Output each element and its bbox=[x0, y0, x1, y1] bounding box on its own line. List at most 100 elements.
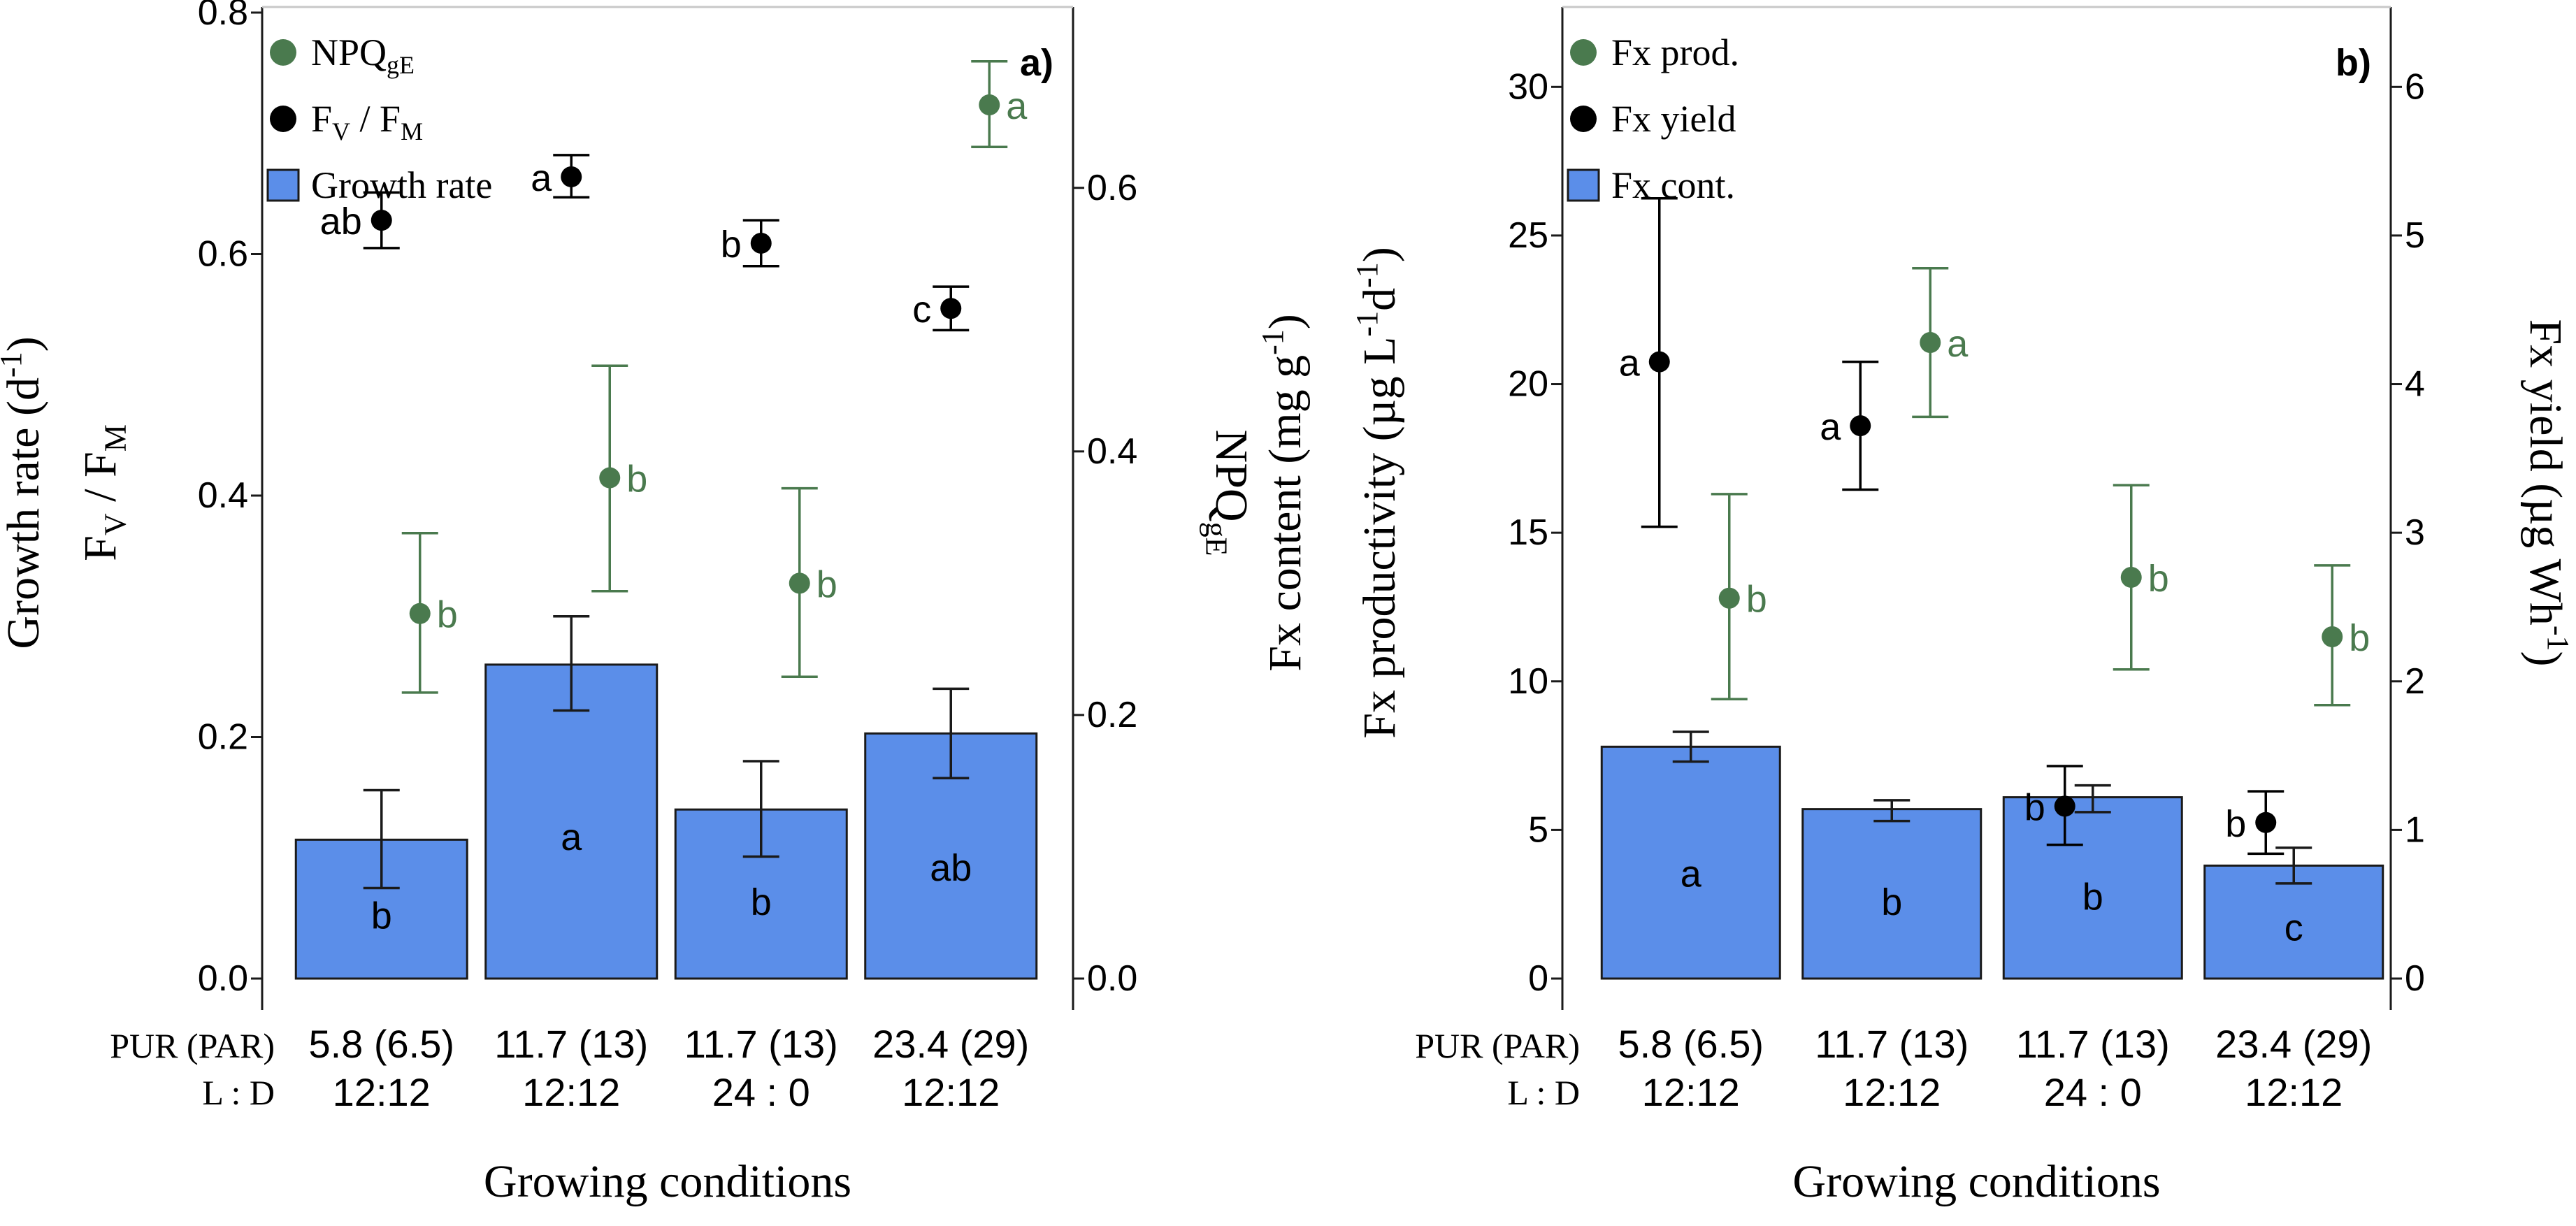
bar bbox=[1801, 808, 1983, 980]
black-point-letter: a bbox=[1820, 406, 1841, 448]
bar bbox=[1600, 745, 1781, 980]
category-label-pur: 5.8 (6.5) bbox=[308, 1022, 454, 1066]
green-point-letter: a bbox=[1006, 85, 1028, 127]
y-axis-label-left-1-part-1: -1 bbox=[0, 352, 28, 377]
y-axis-label-right-group: NPQgE bbox=[1199, 430, 1257, 556]
black-point-letter: a bbox=[1619, 342, 1641, 384]
category-label-pur: 11.7 (13) bbox=[1815, 1022, 1969, 1066]
black-point-letter: b bbox=[2225, 803, 2246, 845]
black-point bbox=[561, 166, 582, 187]
black-point bbox=[1648, 351, 1670, 373]
left-tick-label: 0.0 bbox=[198, 958, 248, 999]
y-axis-label-left-2-part-1: V bbox=[99, 513, 133, 535]
y-axis-label-left-1-part-2: ) bbox=[1260, 314, 1311, 329]
y-axis-label-right-part-2: ) bbox=[2520, 651, 2571, 666]
panel-a: 0.00.20.40.60.80.00.20.40.6bababababcbbb… bbox=[0, 0, 1257, 1207]
left-tick-label: 0.2 bbox=[198, 717, 248, 758]
green-point bbox=[409, 603, 431, 624]
legend-label-part-0: Fx prod. bbox=[1611, 31, 1739, 73]
bar-letter: c bbox=[2284, 907, 2303, 949]
legend-bar-key bbox=[1567, 168, 1600, 202]
right-tick-label: 0.4 bbox=[1087, 431, 1137, 472]
right-tick-label: 0 bbox=[2405, 958, 2425, 999]
left-tick-label: 15 bbox=[1508, 512, 1548, 553]
legend-label: FV / FM bbox=[311, 98, 423, 145]
row-label-ld: L : D bbox=[202, 1073, 275, 1112]
row-label-pur: PUR (PAR) bbox=[110, 1026, 275, 1065]
y-axis-label-right-part-1: gE bbox=[1199, 522, 1233, 556]
y-axis-label-left-2-part-2: / F bbox=[75, 452, 126, 513]
green-point bbox=[789, 572, 810, 594]
legend-label-part-0: F bbox=[311, 98, 332, 140]
black-point bbox=[750, 232, 772, 254]
legend-label-part-1: V bbox=[332, 117, 350, 145]
bar-letter: a bbox=[561, 816, 582, 858]
y-axis-label-right-part-0: NPQ bbox=[1206, 430, 1257, 522]
legend-label-part-0: Fx yield bbox=[1611, 98, 1736, 140]
legend-label-part-0: Fx cont. bbox=[1611, 164, 1735, 206]
left-tick-label: 10 bbox=[1508, 661, 1548, 702]
y-axis-label-left-2-part-0: F bbox=[75, 535, 126, 561]
legend-black-key bbox=[270, 106, 296, 132]
bar-letter: b bbox=[371, 895, 392, 937]
left-tick-label: 5 bbox=[1528, 809, 1548, 850]
y-axis-label-left-2: FV / FM bbox=[75, 424, 133, 561]
y-axis-label-right: NPQgE bbox=[1199, 430, 1257, 556]
green-point bbox=[599, 467, 621, 489]
green-point-letter: b bbox=[1746, 579, 1767, 621]
black-point bbox=[940, 298, 962, 319]
green-point-letter: b bbox=[2349, 617, 2370, 659]
left-tick-label: 25 bbox=[1508, 215, 1548, 256]
y-axis-label-left-2-part-2: d bbox=[1354, 288, 1405, 311]
x-axis-label: Growing conditions bbox=[484, 1156, 851, 1207]
left-tick-label: 0.8 bbox=[198, 0, 248, 33]
y-axis-label-left-1: Growth rate (d-1) bbox=[0, 336, 49, 649]
panel-label: a) bbox=[1020, 42, 1053, 84]
legend-black-key bbox=[1570, 106, 1597, 132]
y-axis-label-left-1-part-0: Fx content (mg g bbox=[1260, 355, 1311, 672]
category-label-pur: 23.4 (29) bbox=[2215, 1022, 2372, 1066]
y-axis-label-left-1-group: Growth rate (d-1) bbox=[0, 336, 49, 649]
black-point-letter: ab bbox=[320, 201, 362, 243]
y-axis-label-left-2-part-3: -1 bbox=[1350, 262, 1384, 288]
y-axis-label-left-2-part-4: ) bbox=[1354, 247, 1405, 262]
black-point-letter: c bbox=[912, 289, 931, 331]
legend-label-part-3: M bbox=[401, 117, 423, 145]
black-point bbox=[2255, 812, 2277, 833]
legend-green-key bbox=[1570, 39, 1597, 66]
black-point-letter: b bbox=[721, 224, 742, 266]
legend-green-key bbox=[270, 39, 296, 66]
green-point-letter: b bbox=[816, 563, 837, 605]
legend-bar-key bbox=[266, 168, 300, 202]
category-label-ld: 12:12 bbox=[1642, 1070, 1740, 1114]
bar-letter: b bbox=[751, 881, 772, 923]
green-point-letter: b bbox=[437, 594, 458, 636]
right-tick-label: 0.0 bbox=[1087, 958, 1137, 999]
category-label-ld: 12:12 bbox=[1843, 1070, 1941, 1114]
left-tick-label: 0.4 bbox=[198, 475, 248, 516]
category-label-pur: 11.7 (13) bbox=[494, 1022, 648, 1066]
green-point bbox=[979, 94, 1000, 115]
legend-label: Fx yield bbox=[1611, 98, 1736, 140]
green-point bbox=[1920, 332, 1941, 354]
legend-label-part-2: / F bbox=[350, 98, 401, 140]
y-axis-label-left-1-part-2: ) bbox=[0, 336, 49, 352]
legend-label-part-0: NPQ bbox=[311, 31, 387, 73]
x-axis-label: Growing conditions bbox=[1792, 1156, 2160, 1207]
legend-label: Growth rate bbox=[311, 164, 492, 206]
right-tick-label: 5 bbox=[2405, 215, 2425, 256]
green-point-letter: a bbox=[1947, 323, 1969, 365]
panel-b: 0 5 10 15 20 25 30 0 1 2 3 4 5 6 a b b c a a b b b a b b b) Fx prod… bbox=[1255, 6, 2575, 1207]
left-tick-label: 20 bbox=[1508, 364, 1548, 405]
bar-letter: b bbox=[1881, 881, 1902, 923]
y-axis-label-right-part-1: -1 bbox=[2541, 626, 2575, 651]
y-axis-label-left-1: Fx content (mg g-1) bbox=[1255, 314, 1311, 671]
category-label-pur: 23.4 (29) bbox=[872, 1022, 1029, 1066]
category-label-pur: 5.8 (6.5) bbox=[1618, 1022, 1764, 1066]
category-label-ld: 24 : 0 bbox=[712, 1070, 810, 1114]
y-axis-label-left-2-part-1: -1 bbox=[1350, 311, 1384, 337]
category-label-ld: 12:12 bbox=[902, 1070, 1000, 1114]
y-axis-label-left-2-group: FV / FM bbox=[75, 424, 133, 561]
bar-letter: ab bbox=[930, 847, 972, 889]
